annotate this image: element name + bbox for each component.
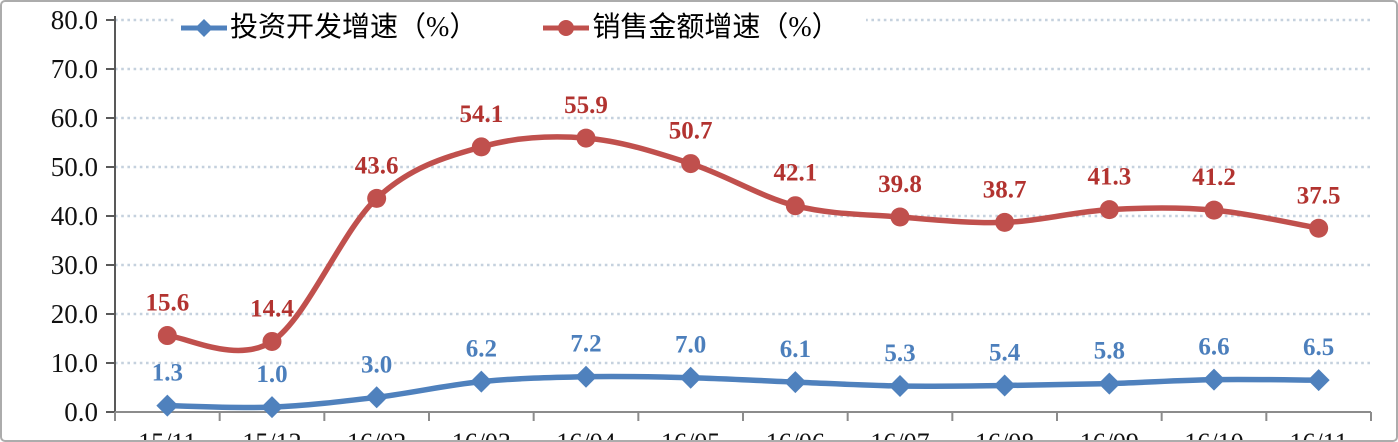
data-point-label: 5.3 — [884, 340, 915, 367]
data-point-diamond[interactable] — [575, 365, 597, 388]
y-axis-tick-label: 80.0 — [51, 5, 98, 35]
legend-item-sales-growth[interactable]: 销售金额增速（%） — [542, 9, 840, 47]
y-axis-tick-label: 10.0 — [51, 348, 98, 378]
data-point-label: 14.4 — [250, 295, 294, 322]
x-axis-category-label: 16/02 — [347, 428, 406, 442]
data-point-circle[interactable] — [1099, 200, 1119, 220]
data-point-label: 42.1 — [773, 160, 817, 187]
data-point-circle[interactable] — [367, 188, 387, 208]
y-axis-tick-label: 20.0 — [51, 299, 98, 329]
data-point-label: 6.5 — [1303, 334, 1334, 361]
data-point-diamond[interactable] — [261, 396, 283, 419]
x-axis-category-label: 16/10 — [1184, 428, 1243, 442]
legend-label-investment-growth: 投资开发增速（%） — [230, 12, 478, 43]
data-point-circle[interactable] — [576, 128, 596, 148]
x-axis-category-label: 16/08 — [975, 428, 1034, 442]
x-axis-category-label: 15/11 — [138, 428, 196, 442]
data-point-circle[interactable] — [995, 212, 1015, 232]
data-point-circle[interactable] — [262, 331, 282, 351]
data-point-label: 41.2 — [1192, 164, 1236, 191]
x-axis-category-label: 16/05 — [661, 428, 720, 442]
data-point-diamond[interactable] — [993, 374, 1016, 397]
data-point-circle[interactable] — [1204, 200, 1224, 220]
data-point-diamond[interactable] — [365, 386, 388, 409]
data-point-circle[interactable] — [681, 154, 701, 174]
legend-line-circle-icon — [543, 20, 590, 36]
data-point-circle[interactable] — [471, 137, 491, 157]
data-point-label: 39.8 — [878, 171, 922, 198]
legend-item-investment-growth[interactable]: 投资开发增速（%） — [180, 9, 477, 47]
y-axis-tick-label: 40.0 — [51, 201, 98, 231]
series-line-1[interactable] — [164, 134, 1322, 354]
data-point-diamond[interactable] — [1098, 372, 1121, 395]
data-point-label: 5.8 — [1094, 338, 1125, 365]
data-point-circle[interactable] — [1309, 218, 1329, 238]
data-point-label: 7.2 — [570, 331, 601, 358]
data-point-diamond[interactable] — [470, 370, 493, 393]
y-axis-tick-label: 0.0 — [64, 397, 98, 427]
legend-line-diamond-icon — [181, 19, 227, 37]
data-point-diamond[interactable] — [1307, 369, 1330, 392]
y-axis-tick-label: 70.0 — [51, 54, 98, 84]
data-point-label: 6.1 — [780, 336, 811, 363]
data-point-label: 15.6 — [145, 290, 189, 317]
data-point-label: 3.0 — [361, 351, 392, 378]
x-axis-category-label: 16/06 — [766, 428, 825, 442]
x-axis-category-label: 16/11 — [1290, 428, 1348, 442]
data-point-label: 38.7 — [983, 176, 1027, 203]
chart-legend[interactable]: 投资开发增速（%） 销售金额增速（%） — [176, 7, 866, 49]
data-point-diamond[interactable] — [679, 366, 702, 389]
x-axis-category-label: 16/09 — [1080, 428, 1139, 442]
data-point-label: 5.4 — [989, 340, 1021, 367]
data-point-label: 43.6 — [355, 152, 399, 179]
data-point-label: 6.2 — [466, 336, 497, 363]
x-axis-category-label: 16/07 — [870, 428, 929, 442]
data-point-label: 1.0 — [256, 361, 287, 388]
data-point-diamond[interactable] — [1203, 368, 1225, 391]
x-axis-category-label: 16/04 — [556, 428, 615, 442]
data-point-label: 7.0 — [675, 332, 706, 359]
data-point-label: 6.6 — [1198, 334, 1229, 361]
data-point-label: 54.1 — [459, 101, 503, 128]
y-axis-tick-label: 30.0 — [51, 250, 98, 280]
data-point-circle[interactable] — [785, 196, 805, 216]
data-point-diamond[interactable] — [156, 394, 179, 417]
x-axis-category-label: 15/12 — [242, 428, 301, 442]
data-point-label: 37.5 — [1297, 182, 1341, 209]
x-axis-category-label: 16/03 — [452, 428, 511, 442]
data-point-diamond[interactable] — [889, 375, 911, 398]
data-point-circle[interactable] — [157, 326, 177, 346]
data-point-diamond[interactable] — [784, 371, 807, 394]
data-point-label: 41.3 — [1087, 164, 1131, 191]
data-point-label: 50.7 — [669, 118, 713, 145]
data-point-circle[interactable] — [890, 207, 910, 227]
data-point-label: 1.3 — [152, 360, 183, 387]
y-axis-tick-label: 60.0 — [51, 103, 98, 133]
legend-label-sales-growth: 销售金额增速（%） — [592, 12, 840, 43]
y-axis-tick-label: 50.0 — [51, 152, 98, 182]
series-line-0[interactable] — [164, 373, 1322, 411]
data-point-label: 55.9 — [564, 92, 608, 119]
